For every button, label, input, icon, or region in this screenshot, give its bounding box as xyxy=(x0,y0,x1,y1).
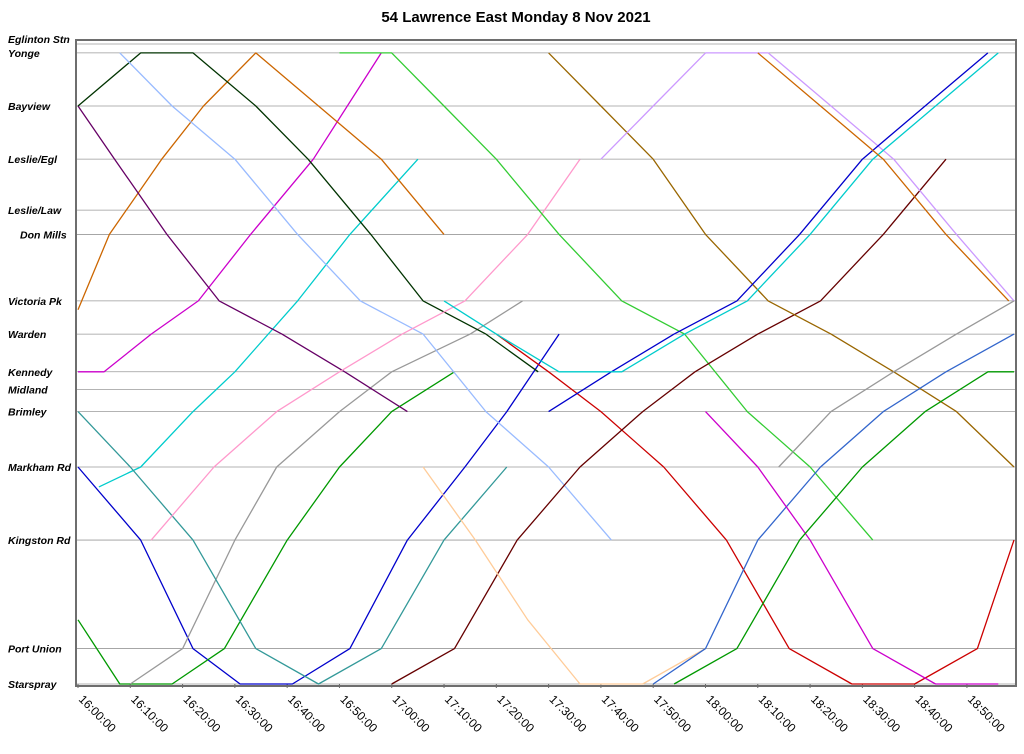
stop-label: Port Union xyxy=(8,644,62,656)
trip-line xyxy=(548,52,1015,468)
time-tick-label: 16:10:00 xyxy=(128,692,171,735)
time-tick-label: 17:00:00 xyxy=(390,692,433,735)
trip-lines xyxy=(77,52,1015,685)
time-tick-label: 18:10:00 xyxy=(756,692,799,735)
stop-label: Don Mills xyxy=(20,229,67,241)
stop-label: Victoria Pk xyxy=(8,296,63,308)
time-tick-label: 16:30:00 xyxy=(233,692,276,735)
trip-line xyxy=(652,333,1015,685)
time-tick-label: 17:20:00 xyxy=(494,692,537,735)
stop-label: Starspray xyxy=(8,679,58,691)
plot-frame xyxy=(75,39,1017,687)
time-tick-label: 17:10:00 xyxy=(442,692,485,735)
stop-label: Leslie/Egl xyxy=(8,154,58,166)
time-tick-label: 18:20:00 xyxy=(808,692,851,735)
trip-line xyxy=(78,52,382,373)
stop-label: Warden xyxy=(8,329,46,341)
trip-line xyxy=(77,371,455,685)
trip-line xyxy=(98,158,419,488)
time-tick-label: 18:40:00 xyxy=(913,692,956,735)
trip-line xyxy=(150,158,581,541)
stop-label: Eglinton Stn xyxy=(8,34,70,46)
trip-line xyxy=(600,52,1015,302)
trip-line xyxy=(443,52,999,373)
time-tick-label: 17:30:00 xyxy=(546,692,589,735)
time-tick-labels: 16:00:00 16:10:00 16:20:00 16:30:00 16:40:00… xyxy=(76,692,1008,735)
trip-line xyxy=(705,411,999,685)
time-tick-label: 16:40:00 xyxy=(285,692,328,735)
stop-labels: Eglinton Stn Yonge Bayview Leslie/Egl Leslie… xyxy=(8,34,72,691)
stop-label: Bayview xyxy=(8,101,51,113)
stop-label: Kingston Rd xyxy=(8,535,71,547)
time-tick-label: 18:50:00 xyxy=(965,692,1008,735)
trip-line xyxy=(129,300,523,685)
gridlines xyxy=(76,43,1016,688)
stop-label: Midland xyxy=(8,384,48,396)
trip-line xyxy=(548,52,989,413)
trip-line xyxy=(422,466,706,685)
time-tick-label: 16:50:00 xyxy=(337,692,380,735)
time-tick-label: 18:00:00 xyxy=(703,692,746,735)
time-tick-label: 18:30:00 xyxy=(860,692,903,735)
trip-line xyxy=(339,52,874,541)
chart-title: 54 Lawrence East Monday 8 Nov 2021 xyxy=(381,9,650,26)
time-tick-label: 17:50:00 xyxy=(651,692,694,735)
trip-line xyxy=(77,52,445,310)
trip-line xyxy=(77,105,408,413)
trip-line xyxy=(495,333,1015,685)
time-tick-label: 16:00:00 xyxy=(76,692,119,735)
trip-line xyxy=(77,411,508,685)
stop-label: Markham Rd xyxy=(8,462,72,474)
stop-label: Yonge xyxy=(8,48,40,60)
stop-label: Kennedy xyxy=(8,367,54,379)
trip-line xyxy=(77,333,560,685)
trip-line xyxy=(119,52,612,541)
stop-label: Leslie/Law xyxy=(8,205,62,217)
trip-line xyxy=(673,371,1014,685)
time-tick-label: 17:40:00 xyxy=(599,692,642,735)
trip-line xyxy=(778,300,1015,468)
stop-label: Brimley xyxy=(8,407,48,419)
trip-line xyxy=(757,52,1010,302)
time-tick-label: 16:20:00 xyxy=(180,692,223,735)
trip-line xyxy=(391,158,947,685)
trip-line xyxy=(77,52,539,373)
